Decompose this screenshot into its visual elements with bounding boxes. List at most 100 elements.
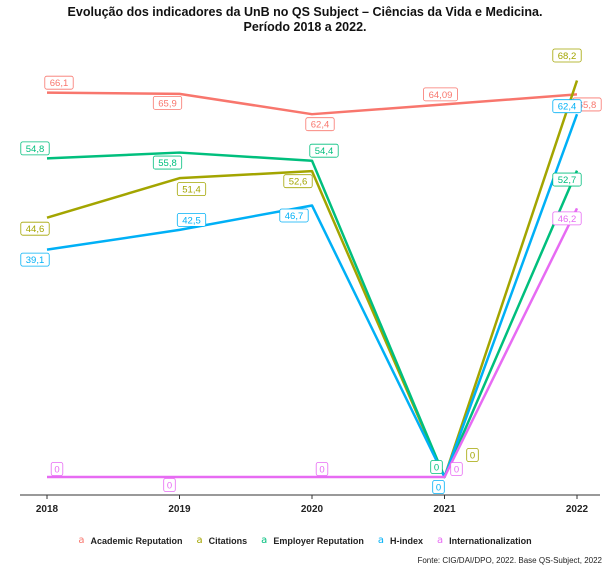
data-label-box [450,462,463,476]
legend-item: a Internationalization [437,535,532,546]
data-label-box [552,172,582,187]
legend-item: a Employer Reputation [261,535,364,546]
x-tick-label: 2021 [433,504,456,515]
x-tick-label: 2019 [168,504,191,515]
chart-title: Evolução dos indicadores da UnB no QS Su… [67,5,543,19]
legend-label: Citations [208,535,248,546]
data-label-text: 0 [54,465,59,476]
data-label-text: 52,6 [289,177,308,188]
data-label-text: 42,5 [182,215,201,226]
legend-label: H-index [389,535,423,546]
data-label-text: 62,4 [311,120,330,131]
data-label: 46,7 [279,208,309,223]
data-label-box [432,480,445,494]
data-label-text: 0 [454,465,459,476]
data-label: 54,8 [20,141,50,156]
legend-key: a [377,535,384,546]
data-label-box [176,182,207,197]
x-tick-label: 2022 [566,504,589,515]
legend-item: a Citations [197,535,248,546]
data-label-box [315,462,329,476]
legend-key: a [196,535,203,546]
legend-label: Employer Reputation [273,535,364,546]
data-label-box [552,211,582,226]
data-label: 54,4 [309,143,339,158]
data-label: 51,4 [176,182,207,197]
data-label: 42,5 [176,212,207,227]
data-label-box [152,155,183,170]
data-label-text: 0 [436,483,441,494]
chart-subtitle: Período 2018 a 2022. [243,20,367,34]
line-chart: 2018 2019 2020 2021 2022 66,1 65,9 62,4 64,09 65,… [20,48,602,515]
data-label-box [423,87,458,102]
data-label-box [309,143,339,158]
legend-label: Academic Reputation [90,535,183,546]
data-label-box [283,174,313,189]
data-label-text: 0 [319,465,324,476]
legend-key: a [436,535,444,546]
data-label: 0 [450,462,463,476]
data-label: 64,09 [423,87,458,102]
data-label-box [466,448,479,462]
data-label-box [279,208,309,223]
legend-item: a Academic Reputation [78,535,182,546]
data-label-text: 55,8 [158,158,177,169]
data-label-box [20,252,50,267]
legend-item: a H-index [378,535,423,546]
series-line [47,207,579,479]
data-label: 44,6 [20,221,50,236]
data-label-text: 0 [434,463,439,474]
data-label: 39,1 [20,252,50,267]
data-label-box [20,221,50,236]
data-label: 52,7 [552,172,582,187]
data-label-box [163,478,176,492]
data-label: 0 [466,448,479,462]
data-label: 55,8 [152,155,183,170]
data-label-text: 0 [167,481,172,492]
data-label-box [44,75,74,90]
data-label-text: 66,1 [50,78,69,89]
data-label-box [176,212,207,227]
data-label-text: 54,4 [315,146,334,157]
data-label-text: 62,4 [558,102,577,113]
data-label: 0 [163,478,176,492]
data-label-box [50,462,64,476]
data-label-box [152,95,183,110]
data-label-text: 39,1 [26,255,45,266]
data-label: 0 [315,462,329,476]
data-label-box [552,48,582,63]
data-label-text: 52,7 [558,175,577,186]
series-line [46,151,579,479]
data-label-text: 64,09 [429,90,453,101]
data-label-text: 65,8 [578,100,597,111]
legend-label: Internationalization [449,535,532,546]
chart-legend: a Academic Reputation a Citations a Employer … [0,535,610,546]
legend-key: a [78,535,85,546]
data-label: 46,2 [552,211,582,226]
data-label-box [20,141,50,156]
data-label-text: 44,6 [26,224,45,235]
data-label-text: 51,4 [182,185,201,196]
data-label-text: 0 [470,451,475,462]
data-label-text: 46,2 [558,214,577,225]
data-label-text: 65,9 [158,98,177,109]
data-label-text: 46,7 [285,211,304,222]
data-label: 68,2 [552,48,582,63]
series-line [46,80,579,479]
x-tick-label: 2018 [36,504,59,515]
series-line [46,91,578,116]
data-label: 0 [432,480,445,494]
data-label: 0 [430,460,443,474]
data-label: 52,6 [283,174,313,189]
data-label-box [305,117,335,132]
data-label-box [552,99,582,114]
data-label: 62,4 [305,117,335,132]
data-label-box [430,460,443,474]
data-label-text: 54,8 [26,144,45,155]
data-label: 0 [50,462,64,476]
data-label: 66,1 [44,75,74,90]
legend-key: a [261,535,268,546]
x-tick-label: 2020 [301,504,324,515]
source-note: Fonte: CIG/DAI/DPO, 2022. Base QS-Subjec… [417,556,602,565]
data-label: 65,9 [152,95,183,110]
